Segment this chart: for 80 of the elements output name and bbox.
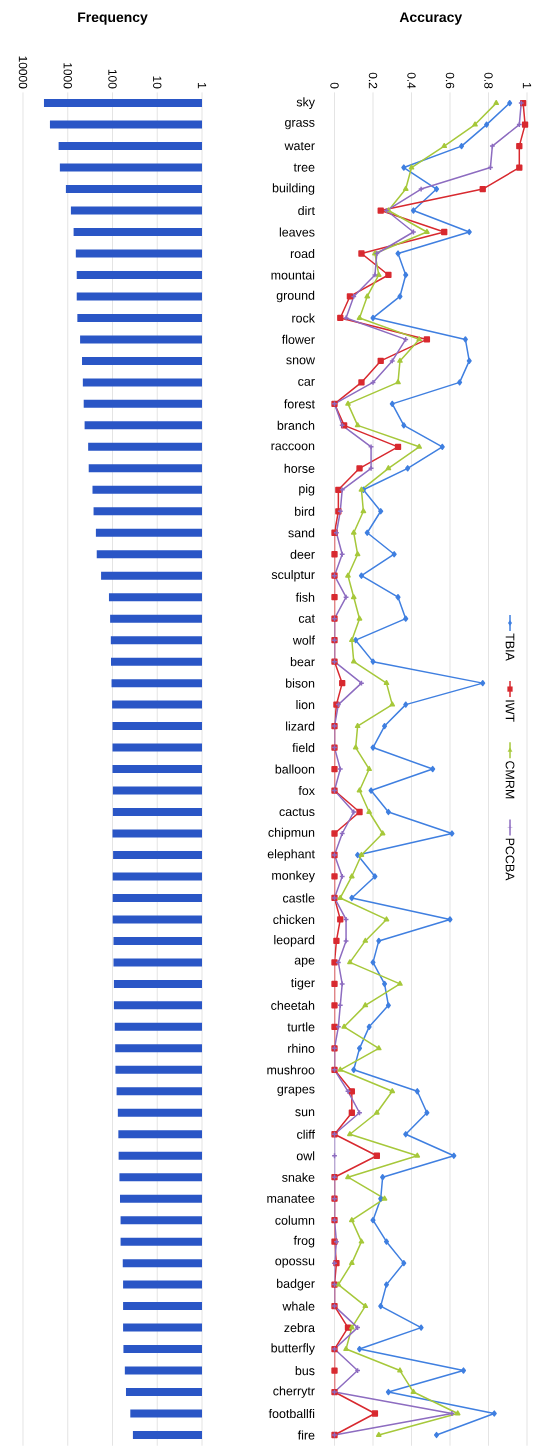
y-tick-label: mushroo <box>267 1065 315 1075</box>
y-tick-label: deer <box>290 549 315 559</box>
legend-label: CMRM <box>505 761 515 799</box>
y-tick-label: owl <box>296 1151 315 1161</box>
chart-title: Accuracy <box>399 12 463 25</box>
y-tick-label: fire <box>297 1430 315 1440</box>
y-tick-label: column <box>275 1215 315 1225</box>
y-tick-label: ground <box>276 290 315 303</box>
y-tick-label: sand <box>288 528 315 538</box>
y-tick-label: car <box>298 378 315 386</box>
y-tick-label: butterfly <box>271 1343 315 1355</box>
y-tick-label: flower <box>281 334 315 344</box>
y-tick-label: ape <box>294 957 315 968</box>
y-tick-label: fish <box>295 592 315 602</box>
y-tick-label: sun <box>295 1109 315 1117</box>
y-tick-label: cherrytr <box>273 1386 315 1398</box>
y-tick-label: bison <box>286 678 315 688</box>
chart-title: Frequency <box>78 12 148 25</box>
legend-label: TBIA <box>505 633 515 661</box>
x-tick-label: 10 <box>153 76 162 89</box>
y-tick-label: sky <box>296 97 315 109</box>
y-tick-label: manatee <box>267 1194 315 1203</box>
y-tick-label: sculptur <box>271 569 315 582</box>
y-tick-label: castle <box>282 893 315 903</box>
x-tick-label: 100 <box>108 69 117 89</box>
x-tick-label: 0.4 <box>407 72 416 89</box>
y-tick-label: whale <box>282 1301 315 1311</box>
y-tick-label: chicken <box>273 914 315 925</box>
y-tick-label: rhino <box>288 1043 315 1053</box>
y-tick-label: turtle <box>287 1022 315 1032</box>
y-tick-label: wolf <box>292 635 315 645</box>
y-tick-label: raccoon <box>271 443 315 451</box>
y-tick-label: snow <box>286 357 316 365</box>
y-tick-label: bird <box>295 506 315 516</box>
y-tick-label: bus <box>295 1365 315 1376</box>
y-tick-label: elephant <box>267 849 315 861</box>
x-tick-label: 1000 <box>63 63 72 89</box>
y-tick-label: horse <box>284 463 315 473</box>
y-tick-label: dirt <box>298 205 315 216</box>
y-tick-label: chipmun <box>268 827 315 840</box>
y-tick-label: grass <box>285 119 315 130</box>
y-tick-label: cactus <box>279 807 315 817</box>
y-tick-label: lion <box>296 700 315 710</box>
y-tick-label: building <box>272 183 315 195</box>
y-tick-label: mountai <box>271 270 315 280</box>
y-tick-label: cheetah <box>271 1000 315 1010</box>
y-tick-label: water <box>284 142 315 151</box>
y-tick-label: cat <box>298 614 315 623</box>
legend-label: PCCBA <box>505 838 515 881</box>
x-tick-label: 0.6 <box>445 72 455 89</box>
y-tick-label: tree <box>293 163 315 172</box>
y-tick-label: field <box>292 742 315 753</box>
x-tick-label: 0.2 <box>368 72 378 89</box>
y-tick-label: pig <box>299 483 315 496</box>
y-tick-label: lizard <box>286 721 315 731</box>
y-tick-label: frog <box>293 1235 315 1248</box>
y-tick-label: bear <box>290 657 315 667</box>
y-tick-label: cliff <box>297 1129 316 1139</box>
y-tick-label: branch <box>277 420 315 430</box>
y-tick-label: fox <box>298 785 315 796</box>
y-tick-label: zebra <box>284 1323 315 1333</box>
x-tick-label: 0 <box>330 82 339 89</box>
y-tick-label: leopard <box>274 935 315 947</box>
y-tick-label: opossu <box>275 1258 315 1268</box>
y-tick-label: grapes <box>277 1086 315 1096</box>
y-tick-label: leaves <box>279 227 315 237</box>
y-tick-label: footballfi <box>268 1408 315 1419</box>
y-tick-label: snake <box>282 1172 315 1182</box>
y-tick-label: road <box>290 248 315 259</box>
y-tick-label: tiger <box>290 978 315 990</box>
x-tick-label: 0.8 <box>484 72 493 89</box>
legend-label: IWT <box>505 700 515 722</box>
y-tick-label: badger <box>277 1278 315 1291</box>
y-tick-label: rock <box>292 313 315 323</box>
x-tick-label: 1 <box>522 83 532 89</box>
y-tick-label: monkey <box>272 870 315 883</box>
x-tick-label: 1 <box>197 83 207 89</box>
x-tick-label: 10000 <box>18 56 28 89</box>
y-tick-label: balloon <box>275 764 315 774</box>
y-tick-label: forest <box>284 399 315 409</box>
